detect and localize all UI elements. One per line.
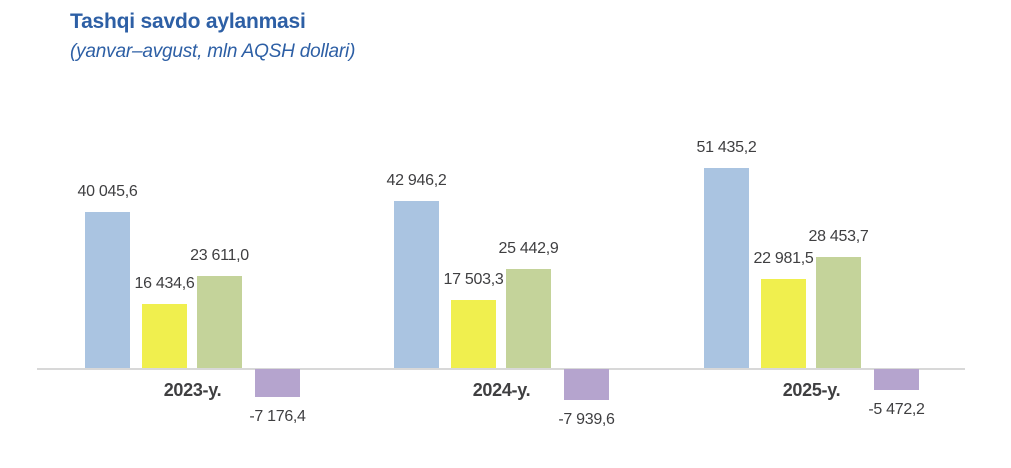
chart-title: Tashqi savdo aylanmasi — [70, 10, 306, 33]
chart-subtitle: (yanvar–avgust, mln AQSH dollari) — [70, 41, 356, 62]
bar-blue-2025-y. — [704, 168, 749, 368]
value-label-blue-2025-y.: 51 435,2 — [696, 139, 757, 156]
value-label-yellow-2025-y.: 22 981,5 — [753, 250, 814, 267]
value-label-purple-2023-y.: -7 176,4 — [249, 408, 306, 425]
value-label-yellow-2023-y.: 16 434,6 — [134, 275, 195, 292]
bar-purple-2024-y. — [564, 369, 609, 400]
value-label-blue-2024-y.: 42 946,2 — [386, 172, 447, 189]
value-label-green-2023-y.: 23 611,0 — [190, 247, 249, 264]
value-label-green-2025-y.: 28 453,7 — [808, 228, 869, 245]
value-label-yellow-2024-y.: 17 503,3 — [443, 271, 504, 288]
bar-purple-2025-y. — [874, 369, 919, 390]
bar-green-2025-y. — [816, 257, 861, 368]
bar-blue-2024-y. — [394, 201, 439, 368]
category-label-2025-y.: 2025-y. — [782, 380, 841, 400]
value-label-blue-2023-y.: 40 045,6 — [77, 183, 138, 200]
value-label-purple-2024-y.: -7 939,6 — [558, 411, 615, 428]
bar-yellow-2024-y. — [451, 300, 496, 368]
x-axis-line — [37, 368, 965, 370]
value-label-green-2024-y.: 25 442,9 — [498, 240, 559, 257]
bar-yellow-2023-y. — [142, 304, 187, 368]
bar-yellow-2025-y. — [761, 279, 806, 368]
bar-green-2023-y. — [197, 276, 242, 368]
category-label-2024-y.: 2024-y. — [472, 380, 531, 400]
value-label-purple-2025-y.: -5 472,2 — [868, 401, 925, 418]
bar-blue-2023-y. — [85, 212, 130, 368]
category-label-2023-y.: 2023-y. — [163, 380, 222, 400]
bar-purple-2023-y. — [255, 369, 300, 397]
bar-green-2024-y. — [506, 269, 551, 368]
